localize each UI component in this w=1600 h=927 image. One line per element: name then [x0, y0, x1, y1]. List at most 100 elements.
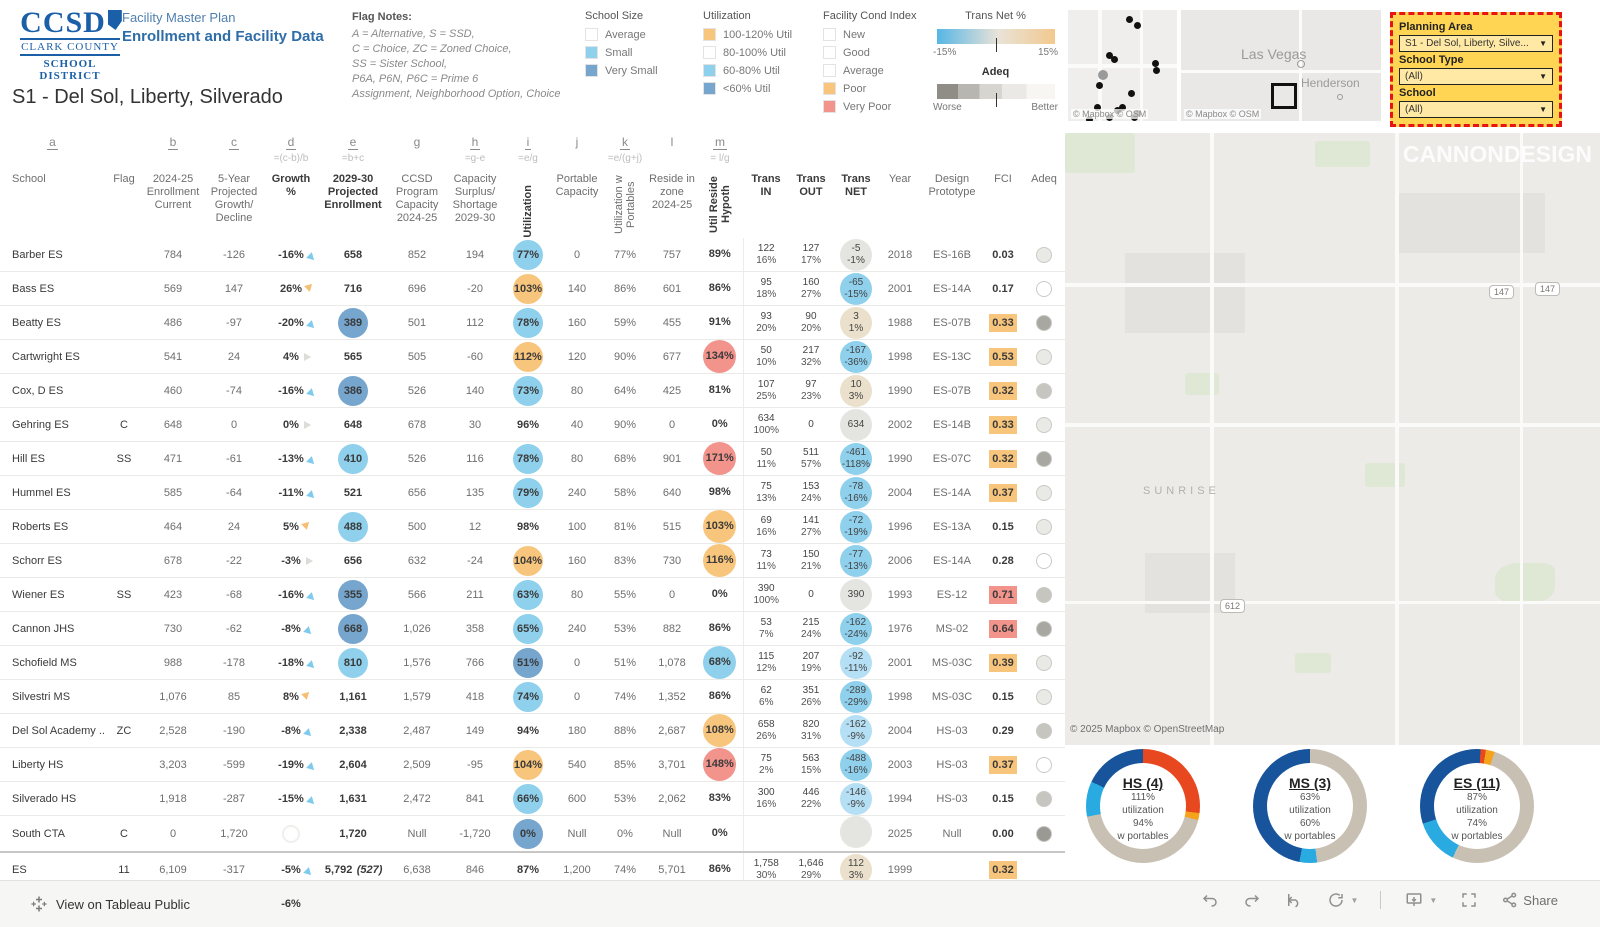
- util-reside-cell: 108%: [697, 713, 743, 748]
- column-header[interactable]: Portable Capacity: [551, 171, 603, 238]
- column-header[interactable]: Capacity Surplus/ Shortage 2029-30: [445, 171, 505, 238]
- legend-item: Good: [823, 46, 917, 59]
- adequacy-dot: [1036, 348, 1052, 365]
- year-cell: 2018: [879, 238, 921, 272]
- school-location-dot[interactable]: [1128, 90, 1135, 97]
- table-row[interactable]: Cartwright ES 541 24 4% 565 505 -60 112%…: [0, 339, 1065, 374]
- trans-net-cell: 634: [833, 407, 879, 442]
- utilization-w-portables-cell: 85%: [603, 747, 647, 782]
- column-header[interactable]: 2024-25 Enrollment Current: [143, 171, 203, 238]
- share-button[interactable]: Share: [1501, 891, 1558, 909]
- util-reside-cell: 81%: [697, 373, 743, 408]
- school-location-dot[interactable]: [1094, 104, 1101, 111]
- minimap-region[interactable]: Las Vegas Henderson © Mapbox © OSM: [1181, 10, 1381, 121]
- refresh-button[interactable]: ▼: [1326, 891, 1358, 909]
- enrollment-cell: 730: [143, 611, 203, 646]
- year-cell: 2004: [879, 713, 921, 748]
- table-row[interactable]: Cannon JHS 730 -62 -8% 668 1,026 358 65%…: [0, 611, 1065, 646]
- table-row[interactable]: Schofield MS 988 -178 -18% 810 1,576 766…: [0, 645, 1065, 680]
- donut-ms[interactable]: MS (3) 63% utilization 60% w portables: [1253, 749, 1367, 863]
- enrollment-cell: 988: [143, 645, 203, 680]
- donut-es[interactable]: ES (11) 87% utilization 74% w portables: [1420, 749, 1534, 863]
- column-header[interactable]: School: [0, 171, 105, 238]
- school-location-dot[interactable]: [1152, 60, 1159, 67]
- table-row[interactable]: Schorr ES 678 -22 -3% 656 632 -24 104% 1…: [0, 543, 1065, 578]
- column-header[interactable]: Utilization w Portables: [603, 171, 647, 238]
- table-row[interactable]: Beatty ES 486 -97 -20% 389 501 112 78% 1…: [0, 305, 1065, 340]
- design-prototype-cell: ES-16B: [921, 238, 983, 272]
- nevada-icon: [107, 10, 122, 30]
- legend-swatch: [585, 28, 598, 41]
- column-header[interactable]: Util Reside Hypoth: [697, 171, 743, 238]
- column-header[interactable]: Growth %: [265, 171, 317, 238]
- column-header[interactable]: Trans IN: [743, 171, 789, 238]
- reside-in-zone-cell: Null: [647, 815, 697, 853]
- column-header[interactable]: Adeq: [1023, 171, 1065, 238]
- portable-capacity-cell: Null: [551, 815, 603, 853]
- donut-util-pct: 63%: [1299, 792, 1320, 803]
- adeq-gradient-bar: [936, 84, 1055, 107]
- column-header[interactable]: 2029-30 Projected Enrollment: [317, 171, 389, 238]
- legend-school-size: School Size Average Small Very Small: [585, 10, 658, 82]
- school-value: (All): [1405, 104, 1423, 115]
- table-row[interactable]: Del Sol Academy .. ZC 2,528 -190 -8% 2,3…: [0, 713, 1065, 748]
- table-row[interactable]: Bass ES 569 147 26% 716 696 -20 103% 140…: [0, 271, 1065, 306]
- column-letter: b: [143, 133, 203, 171]
- column-header[interactable]: Trans NET: [833, 171, 879, 238]
- table-row[interactable]: South CTA C 0 1,720 1,720 Null -1,720 0%…: [0, 815, 1065, 853]
- planning-area-map[interactable]: CANNONDESIGN SUNRISE 147 147 612 © 2025 …: [1065, 133, 1600, 745]
- revert-button[interactable]: [1284, 891, 1304, 909]
- table-row[interactable]: Cox, D ES 460 -74 -16% 386 526 140 73% 8…: [0, 373, 1065, 408]
- trans-in-cell: 300 16%: [742, 781, 789, 816]
- redo-button[interactable]: [1242, 891, 1262, 909]
- donut-hs[interactable]: HS (4) 111% utilization 94% w portables: [1086, 749, 1200, 863]
- utilization-w-portables-cell: 0%: [603, 815, 647, 853]
- school-location-dot[interactable]: [1134, 22, 1141, 29]
- column-header[interactable]: 5-Year Projected Growth/ Decline: [203, 171, 265, 238]
- column-header[interactable]: Utilization: [505, 171, 551, 238]
- table-row[interactable]: Hummel ES 585 -64 -11% 521 656 135 79% 2…: [0, 475, 1065, 510]
- donut-portable-label: w portables: [1117, 831, 1169, 842]
- table-row[interactable]: Silvestri MS 1,076 85 8% 1,161 1,579 418…: [0, 679, 1065, 714]
- school-location-dot[interactable]: [1106, 52, 1113, 59]
- school-location-dot[interactable]: [1098, 70, 1108, 80]
- flag-note-line: A = Alternative, S = SSD,: [352, 28, 475, 40]
- column-header[interactable]: Year: [879, 171, 921, 238]
- column-header[interactable]: CCSD Program Capacity 2024-25: [389, 171, 445, 238]
- table-row[interactable]: Silverado HS 1,918 -287 -15% 1,631 2,472…: [0, 781, 1065, 816]
- table-row[interactable]: Gehring ES C 648 0 0% 648 678 30 96% 40 …: [0, 407, 1065, 442]
- fullscreen-button[interactable]: [1459, 891, 1479, 909]
- projected-enrollment-cell: 355: [317, 577, 389, 612]
- school-location-dot[interactable]: [1111, 56, 1118, 63]
- table-row[interactable]: Hill ES SS 471 -61 -13% 410 526 116 78% …: [0, 441, 1065, 476]
- column-header[interactable]: Design Prototype: [921, 171, 983, 238]
- view-on-tableau-public-link[interactable]: View on Tableau Public: [30, 895, 190, 913]
- column-header[interactable]: Flag: [105, 171, 143, 238]
- table-row[interactable]: Roberts ES 464 24 5% 488 500 12 98% 100 …: [0, 509, 1065, 544]
- undo-button[interactable]: [1200, 891, 1220, 909]
- school-location-dot[interactable]: [1153, 67, 1160, 74]
- growth5-cell: -97: [203, 305, 265, 340]
- planning-area-dropdown[interactable]: S1 - Del Sol, Liberty, Silve... ▼: [1399, 35, 1553, 52]
- util-reside-cell: 86%: [697, 611, 743, 646]
- trans-out-cell: [789, 815, 833, 853]
- reside-in-zone-cell: 677: [647, 339, 697, 374]
- school-type-dropdown[interactable]: (All) ▼: [1399, 68, 1553, 85]
- column-header[interactable]: Trans OUT: [789, 171, 833, 238]
- growth5-cell: 24: [203, 339, 265, 374]
- school-location-dot[interactable]: [1096, 82, 1103, 89]
- growth-pct-cell: -19%: [265, 747, 317, 782]
- school-dropdown[interactable]: (All) ▼: [1399, 101, 1553, 118]
- school-location-dot[interactable]: [1119, 104, 1126, 111]
- column-header[interactable]: FCI: [983, 171, 1023, 238]
- school-location-dot[interactable]: [1126, 16, 1133, 23]
- column-header[interactable]: Reside in zone 2024-25: [647, 171, 697, 238]
- table-row[interactable]: Wiener ES SS 423 -68 -16% 355 566 211 63…: [0, 577, 1065, 612]
- surplus-cell: 766: [445, 645, 505, 680]
- capacity-cell: 505: [389, 339, 445, 374]
- table-row[interactable]: Liberty HS 3,203 -599 -19% 2,604 2,509 -…: [0, 747, 1065, 782]
- download-button[interactable]: ▼: [1403, 891, 1437, 909]
- table-row[interactable]: Barber ES 784 -126 -16% 658 852 194 77% …: [0, 238, 1065, 272]
- minimap-schools[interactable]: © Mapbox © OSM: [1068, 10, 1177, 121]
- trans-out: 207 19%: [800, 651, 821, 674]
